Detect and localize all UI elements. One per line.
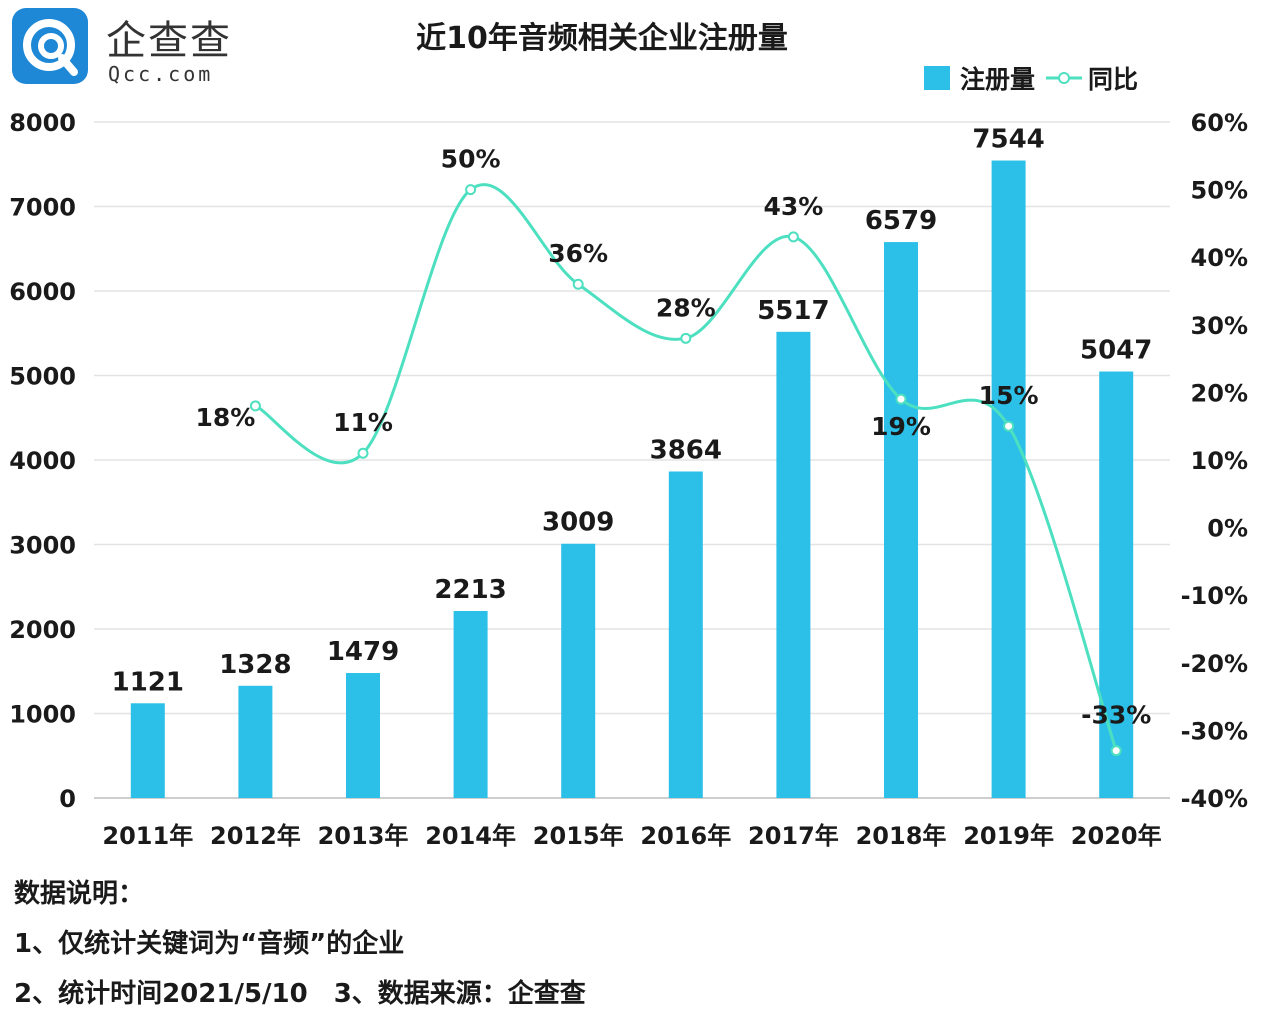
y-right-tick-label: 60% [1191,109,1248,137]
x-tick-label: 2014年 [425,822,516,850]
x-tick-label: 2016年 [640,822,731,850]
bar-value-label: 6579 [865,206,937,236]
line-value-label: 18% [195,403,255,432]
bar-value-label: 3864 [650,435,722,465]
x-tick-label: 2019年 [963,822,1054,850]
y-left-tick-label: 1000 [9,701,76,729]
x-tick-label: 2017年 [748,822,839,850]
line-point [249,400,261,412]
line-value-label: 19% [871,412,931,441]
notes-heading: 数据说明： [14,879,145,909]
line-value-label: 43% [763,192,823,221]
line-value-label: 28% [656,293,716,322]
bar [561,543,596,798]
y-left-tick-label: 7000 [9,194,76,222]
y-axis-right: -40% -30% -20% -10% 0% 10% 20% 30% 40% 50% 60% [1181,109,1248,813]
logo-brand-url: Qcc.com [108,62,214,86]
y-left-tick-label: 8000 [9,109,76,137]
bar [130,703,165,798]
legend-bar-swatch [924,66,950,90]
y-axis-left: 0 1000 2000 3000 4000 5000 6000 7000 8000 [9,109,76,813]
x-tick-label: 2018年 [856,822,947,850]
line-point [787,231,799,243]
chart-legend: 注册量 同比 [924,65,1138,94]
chart-area: 近10年音频相关企业注册量 注册量 同比 0 1000 2000 3000 4000 50… [9,21,1248,850]
bar-value-label: 5047 [1080,336,1152,366]
bar [346,673,380,798]
grid-lines [94,121,1170,799]
line-point [1003,420,1015,432]
bar [238,685,273,798]
bar [776,331,811,798]
line-value-label: 36% [548,239,608,268]
line-point [680,332,692,344]
y-left-tick-label: 2000 [9,616,76,644]
y-left-tick-label: 0 [59,785,76,813]
y-right-tick-label: 0% [1207,515,1248,543]
x-tick-label: 2013年 [318,822,409,850]
qcc-logo-icon [12,8,88,84]
legend-line-label: 同比 [1088,65,1138,94]
line-value-label: 11% [333,408,393,437]
bar-value-label: 7544 [972,125,1044,155]
bar-series: 1121 1328 1479 2213 3009 3864 5517 6579 7544 5047 [112,125,1152,799]
x-tick-label: 2012年 [210,822,301,850]
y-right-tick-label: -30% [1181,717,1248,745]
line-point [465,184,477,196]
line-point [1110,745,1122,757]
y-right-tick-label: 30% [1191,312,1248,340]
y-left-tick-label: 4000 [9,447,76,475]
y-right-tick-label: 20% [1191,379,1248,407]
y-right-tick-label: -20% [1181,650,1248,678]
y-left-tick-label: 3000 [9,532,76,560]
line-point [572,278,584,290]
legend-line-marker [1058,72,1070,84]
line-series: 18% 11% 50% 36% 28% 43% 19% 15% -33% [195,145,1151,757]
bar [668,471,703,798]
notes-line-1: 1、仅统计关键词为“音频”的企业 [14,929,405,959]
y-left-tick-label: 6000 [9,278,76,306]
y-right-tick-label: 10% [1191,447,1248,475]
bar-value-label: 2213 [434,575,506,605]
qcc-logo: 企查查 Qcc.com [12,6,252,86]
x-tick-label: 2015年 [533,822,624,850]
x-tick-label: 2020年 [1071,822,1162,850]
line-value-label: -33% [1081,701,1151,730]
y-right-tick-label: -10% [1181,582,1248,610]
yoy-line [254,183,1118,752]
line-value-label: 15% [979,381,1039,410]
y-right-tick-label: -40% [1181,785,1248,813]
logo-brand-name: 企查查 [106,18,232,64]
line-point [895,393,907,405]
data-notes: 数据说明： 1、仅统计关键词为“音频”的企业 2、统计时间2021/5/10 3… [14,876,586,1026]
x-tick-label: 2011年 [102,822,193,850]
bar-value-label: 3009 [542,508,614,538]
y-left-tick-label: 5000 [9,363,76,391]
line-point [357,447,369,459]
bar-value-label: 1328 [219,650,291,680]
y-right-tick-label: 40% [1191,244,1248,272]
bar [991,160,1026,799]
legend-bar-label: 注册量 [960,65,1035,94]
bar [453,611,488,798]
x-axis: 2011年 2012年 2013年 2014年 2015年 2016年 2017年 2018年… [102,822,1161,850]
bar [1099,371,1134,798]
notes-line-2: 2、统计时间2021/5/10 3、数据来源：企查查 [14,979,586,1009]
bar-value-label: 1479 [327,637,399,667]
bar-value-label: 1121 [112,667,184,697]
chart-title: 近10年音频相关企业注册量 [416,21,788,56]
line-value-label: 50% [441,145,501,174]
bar-value-label: 5517 [757,296,829,326]
y-right-tick-label: 50% [1191,177,1248,205]
bar [884,242,918,799]
